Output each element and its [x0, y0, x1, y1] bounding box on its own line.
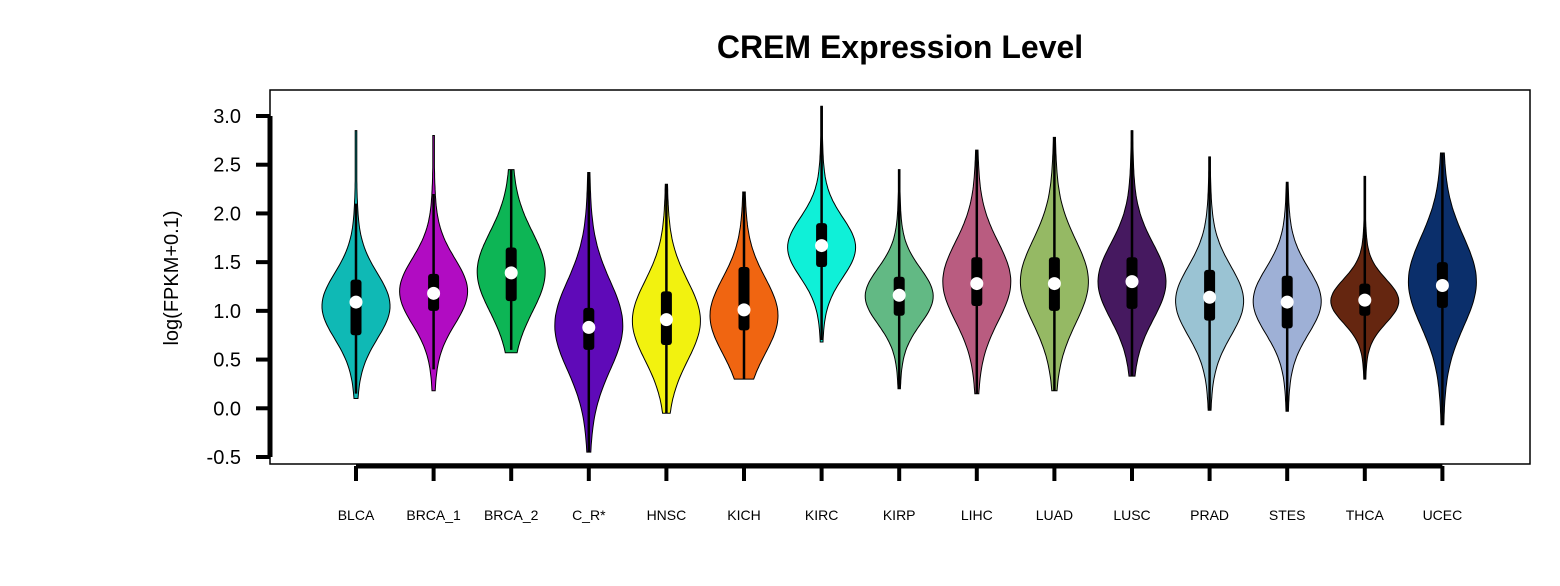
x-tick-label: BLCA — [338, 507, 375, 523]
violin-median-point — [815, 239, 829, 253]
x-tick-label: STES — [1269, 507, 1306, 523]
x-tick-label: THCA — [1346, 507, 1385, 523]
x-tick-label: LIHC — [961, 507, 993, 523]
violin-median-point — [1047, 277, 1061, 291]
y-tick-label: 0.0 — [213, 398, 241, 420]
chart-title: CREM Expression Level — [717, 29, 1083, 65]
violin-median-point — [427, 286, 441, 300]
violin-hnsc — [631, 183, 701, 414]
x-tick-label: KIRP — [883, 507, 916, 523]
x-tick-label: PRAD — [1190, 507, 1229, 523]
x-tick-label: KIRC — [805, 507, 838, 523]
violin-median-point — [1435, 279, 1449, 293]
violin-lihc — [942, 149, 1012, 395]
violin-brca-2 — [476, 169, 546, 354]
x-tick-label: LUSC — [1113, 507, 1150, 523]
violin-thca — [1330, 175, 1400, 380]
violin-median-point — [582, 320, 596, 334]
y-tick-label: 0.5 — [213, 350, 241, 372]
y-tick-label: 2.0 — [213, 203, 241, 225]
x-tick-label: KICH — [727, 507, 760, 523]
x-tick-label: BRCA_1 — [406, 507, 461, 523]
violin-kirp — [864, 169, 934, 390]
x-axis: BLCA BRCA_1 BRCA_2 C_R* HNSC KICH KIRC KIRP LIHC… — [338, 463, 1463, 523]
y-axis: 3.0 2.5 2.0 1.5 1.0 0.5 0.0 -0.5 — [207, 106, 273, 469]
y-axis-label: log(FPKM+0.1) — [161, 210, 183, 345]
violin-median-point — [1125, 275, 1139, 289]
violin-median-point — [1280, 295, 1294, 309]
violin-kirc — [787, 105, 857, 343]
violin-median-point — [737, 303, 751, 317]
violin-lusc — [1097, 130, 1167, 377]
violin-brca-1 — [399, 135, 469, 392]
violin-c-r- — [554, 172, 624, 453]
violin-median-point — [1358, 293, 1372, 307]
y-tick-label: -0.5 — [207, 447, 241, 469]
y-tick-label: 2.5 — [213, 155, 241, 177]
violin-ucec — [1407, 152, 1477, 426]
violin-median-point — [892, 288, 906, 302]
violin-median-point — [349, 295, 363, 309]
violin-stes — [1252, 181, 1322, 412]
x-tick-label: HNSC — [647, 507, 687, 523]
violin-median-point — [659, 313, 673, 327]
violin-prad — [1175, 156, 1245, 411]
x-tick-label: BRCA_2 — [484, 507, 539, 523]
y-tick-label: 1.0 — [213, 301, 241, 323]
x-tick-label: C_R* — [572, 507, 606, 523]
violin-luad — [1019, 136, 1089, 392]
y-tick-label: 1.5 — [213, 252, 241, 274]
violin-median-point — [970, 277, 984, 291]
x-tick-label: LUAD — [1036, 507, 1073, 523]
violins — [321, 105, 1477, 453]
violin-blca — [321, 130, 391, 399]
y-tick-label: 3.0 — [213, 106, 241, 128]
violin-median-point — [1203, 290, 1217, 304]
violin-kich — [709, 191, 779, 380]
x-tick-label: UCEC — [1423, 507, 1463, 523]
violin-iqr-box — [738, 267, 750, 331]
violin-median-point — [504, 266, 518, 280]
